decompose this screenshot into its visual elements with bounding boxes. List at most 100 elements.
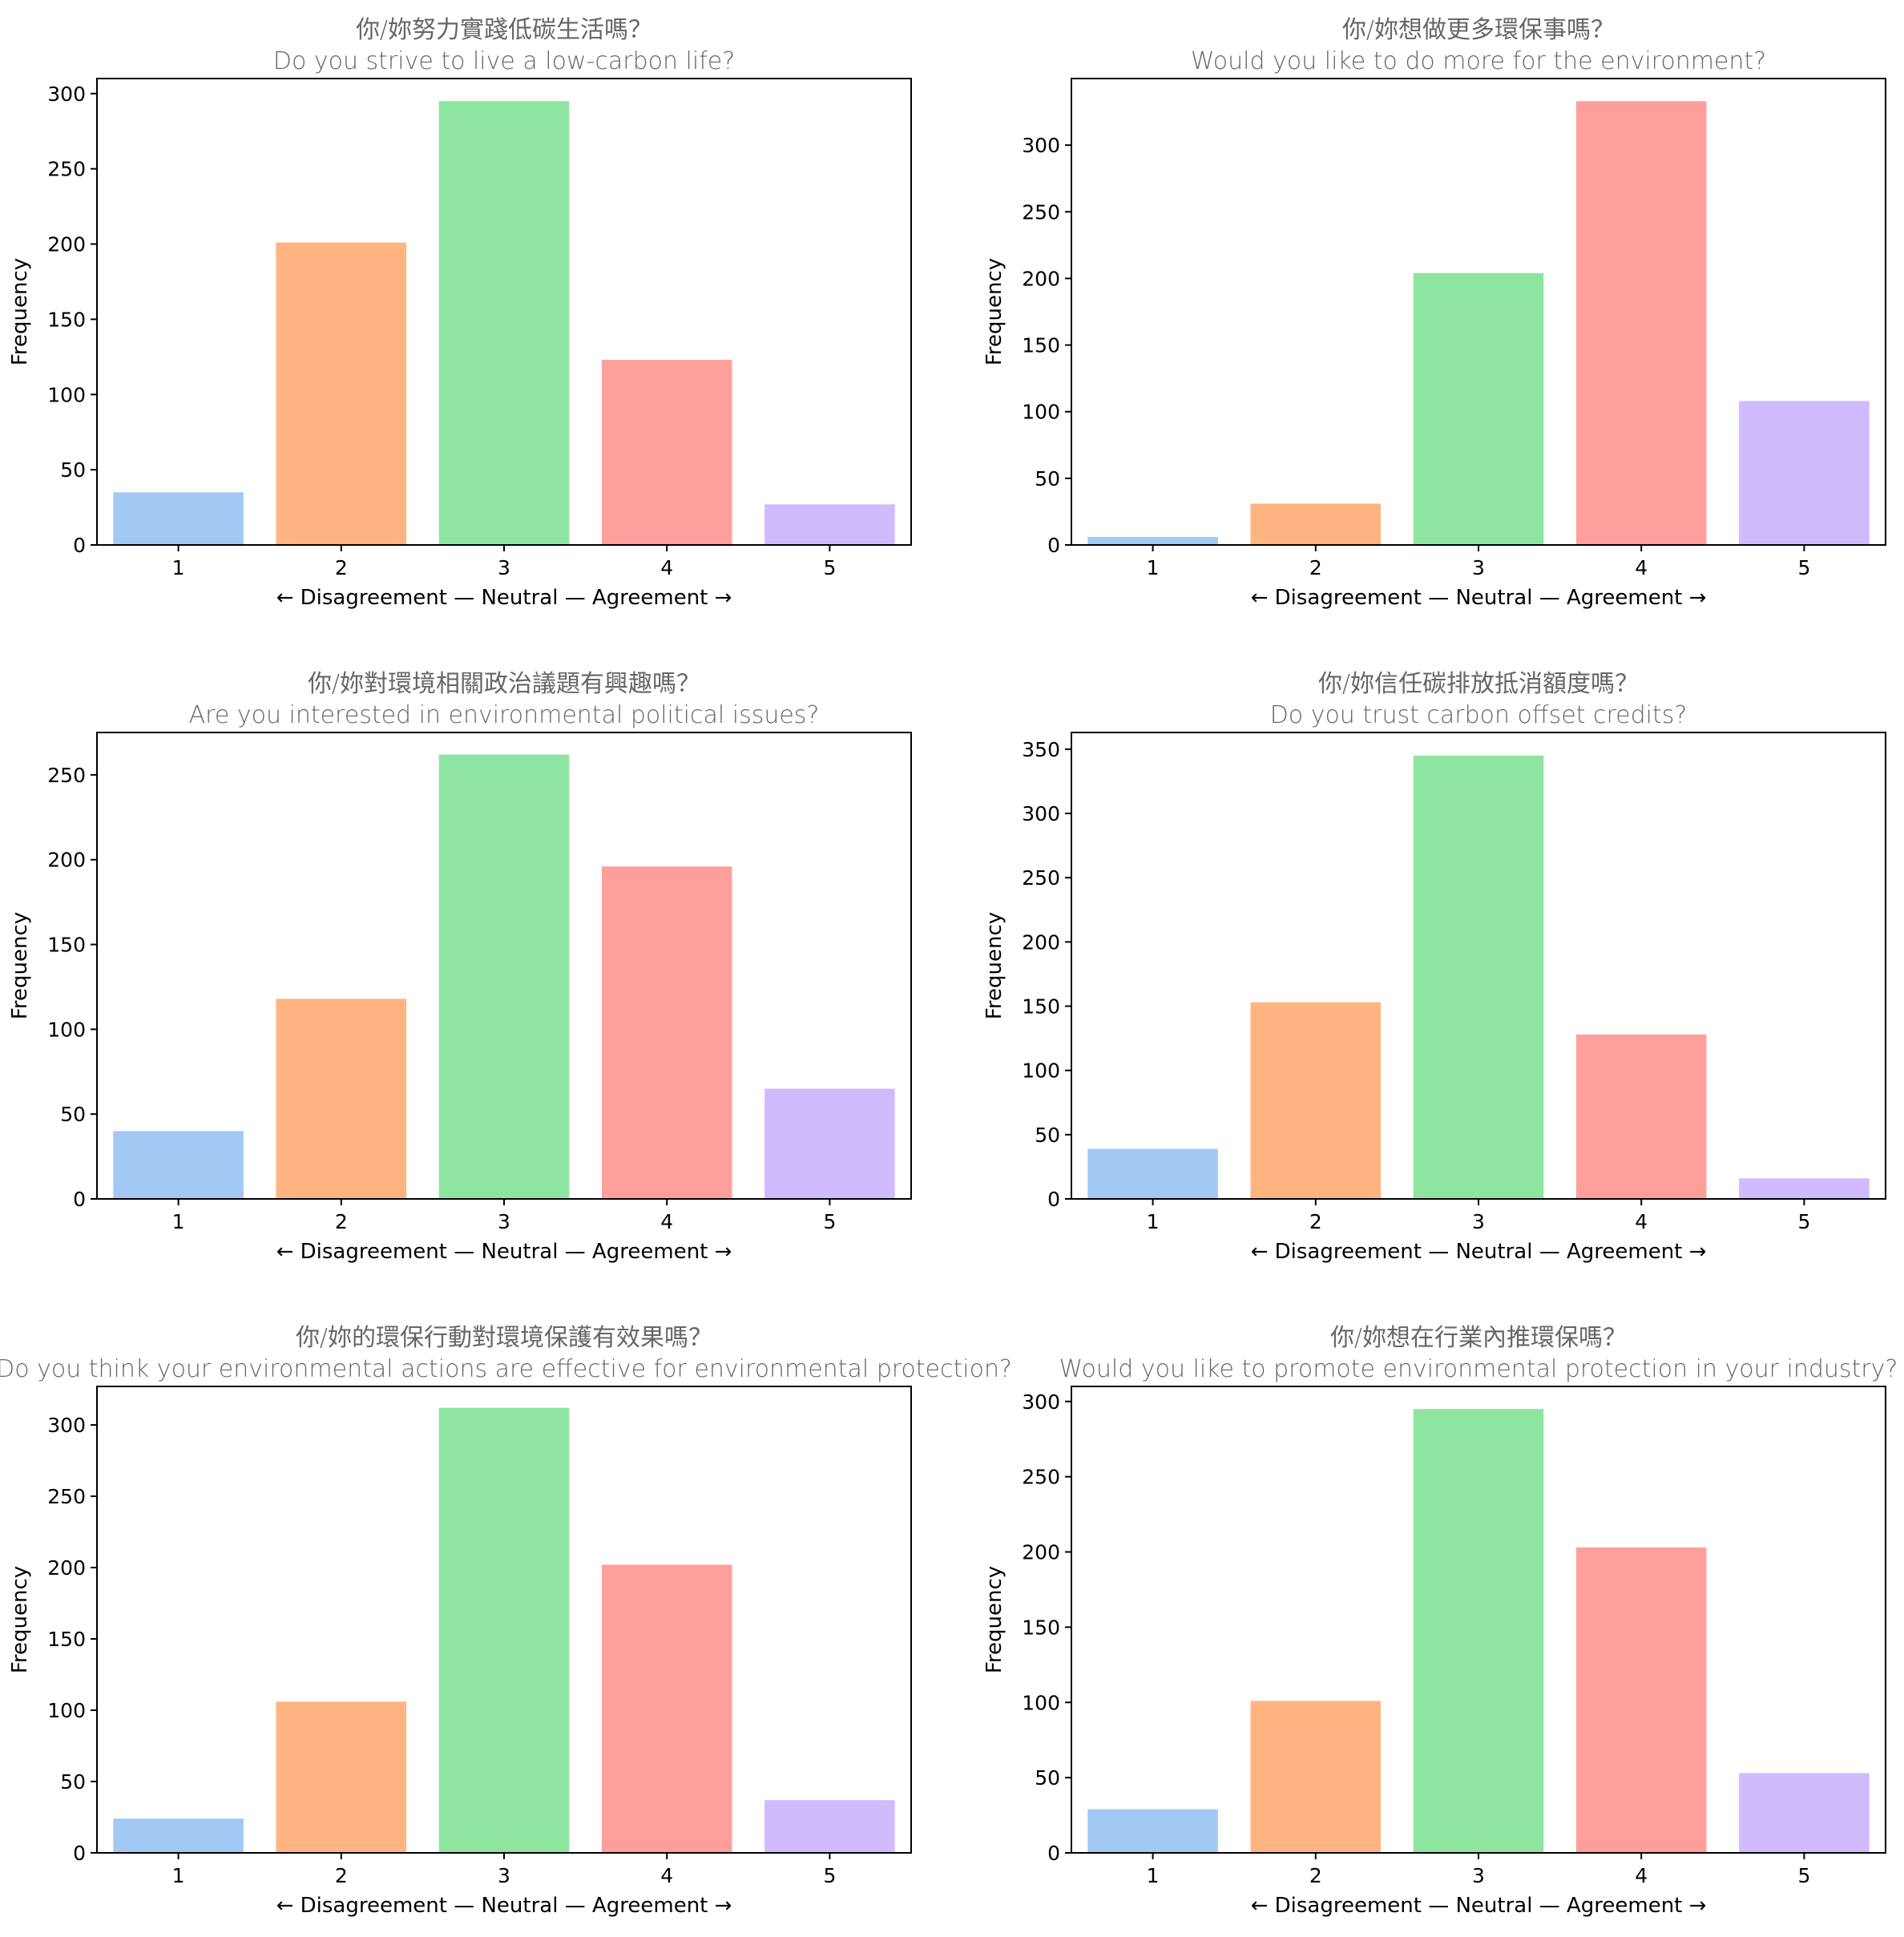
bar-2	[1250, 1701, 1382, 1853]
y-tick-label: 0	[1047, 534, 1060, 557]
bar-2	[1250, 1002, 1382, 1199]
y-tick-label: 350	[1022, 738, 1060, 761]
x-tick-label: 3	[498, 1864, 510, 1887]
y-tick-label: 150	[47, 308, 86, 331]
y-tick-label: 50	[60, 458, 86, 482]
x-tick-label: 5	[1797, 1210, 1810, 1233]
chart-subtitle: Do you trust carbon offset credits?	[1270, 701, 1688, 729]
bar-2	[276, 242, 407, 545]
x-tick-label: 4	[660, 1864, 673, 1887]
y-tick-label: 250	[47, 1485, 86, 1508]
y-tick-label: 100	[1022, 401, 1060, 424]
y-tick-label: 100	[1022, 1691, 1060, 1714]
bar-3	[1413, 1409, 1544, 1853]
y-tick-label: 0	[1047, 1188, 1060, 1211]
bar-4	[601, 1564, 732, 1853]
chart-panel-4: 你/妳信任碳排放抵消額度嗎？ Do you trust carbon offset…	[982, 670, 1886, 1264]
bar-3	[1413, 272, 1544, 545]
y-tick-label: 300	[1022, 134, 1060, 157]
y-tick-label: 300	[1022, 802, 1060, 825]
y-axis-label: Frequency	[8, 912, 32, 1019]
y-tick-label: 150	[1022, 334, 1060, 357]
bar-5	[764, 1800, 895, 1853]
bar-3	[438, 1407, 570, 1853]
chart-panel-2: 你/妳想做更多環保事嗎？ Would you like to do more fo…	[982, 16, 1886, 610]
y-tick-label: 0	[73, 534, 86, 557]
y-tick-label: 250	[1022, 200, 1060, 224]
bar-2	[276, 1701, 407, 1853]
x-axis-label: ← Disagreement — Neutral — Agreement →	[276, 586, 732, 610]
chart-panel-3: 你/妳對環境相關政治議題有興趣嗎？ Are you interested in e…	[8, 670, 912, 1264]
x-tick-label: 1	[1147, 1864, 1160, 1887]
y-tick-label: 0	[73, 1188, 86, 1211]
bar-4	[601, 360, 732, 545]
chart-panel-1: 你/妳努力實踐低碳生活嗎？ Do you strive to live a low…	[8, 16, 912, 610]
bar-1	[113, 1131, 244, 1199]
x-tick-label: 3	[1472, 1210, 1485, 1233]
x-axis-label: ← Disagreement — Neutral — Agreement →	[1251, 1240, 1707, 1264]
x-tick-label: 4	[1635, 556, 1648, 579]
bar-1	[1087, 1809, 1218, 1853]
chart-title: 你/妳對環境相關政治議題有興趣嗎？	[308, 670, 700, 698]
y-tick-label: 200	[1022, 1541, 1060, 1564]
y-axis-label: Frequency	[8, 258, 32, 365]
x-axis-label: ← Disagreement — Neutral — Agreement →	[276, 1894, 732, 1918]
x-tick-label: 1	[1147, 1210, 1160, 1233]
y-tick-label: 200	[47, 233, 86, 256]
bar-1	[1087, 537, 1218, 545]
x-tick-label: 1	[172, 556, 185, 579]
x-tick-label: 4	[660, 1210, 673, 1233]
x-tick-label: 5	[1797, 1864, 1810, 1887]
y-tick-label: 50	[60, 1103, 86, 1126]
bar-3	[438, 101, 570, 545]
bar-4	[1575, 1034, 1707, 1199]
y-axis-label: Frequency	[982, 912, 1006, 1019]
y-tick-label: 300	[47, 1414, 86, 1437]
x-axis-label: ← Disagreement — Neutral — Agreement →	[1251, 1894, 1707, 1918]
chart-panel-6: 你/妳想在行業內推環保嗎？ Would you like to promote e…	[982, 1324, 1898, 1918]
x-tick-label: 2	[1309, 1864, 1322, 1887]
chart-subtitle: Do you think your environmental actions …	[0, 1355, 1012, 1383]
y-tick-label: 250	[47, 764, 86, 787]
y-tick-label: 200	[1022, 930, 1060, 954]
y-tick-label: 50	[60, 1770, 86, 1794]
x-tick-label: 3	[498, 1210, 510, 1233]
y-tick-label: 300	[1022, 1390, 1060, 1414]
bar-1	[1087, 1148, 1218, 1199]
x-tick-label: 2	[1309, 1210, 1322, 1233]
x-tick-label: 5	[823, 1864, 836, 1887]
bar-1	[113, 1818, 244, 1853]
y-axis-label: Frequency	[982, 1566, 1006, 1673]
x-axis-label: ← Disagreement — Neutral — Agreement →	[1251, 586, 1707, 610]
bar-3	[1413, 755, 1544, 1199]
y-tick-label: 50	[1035, 467, 1060, 490]
chart-title: 你/妳信任碳排放抵消額度嗎？	[1318, 670, 1639, 698]
x-tick-label: 5	[1797, 556, 1810, 579]
bar-2	[276, 999, 407, 1199]
x-tick-label: 2	[335, 556, 348, 579]
bar-5	[764, 504, 895, 545]
chart-panel-5: 你/妳的環保行動對環境保護有效果嗎？ Do you think your envi…	[0, 1324, 1012, 1918]
y-tick-label: 150	[1022, 1616, 1060, 1639]
y-tick-label: 0	[73, 1842, 86, 1865]
x-tick-label: 5	[823, 1210, 836, 1233]
y-tick-label: 200	[1022, 267, 1060, 290]
x-tick-label: 1	[1147, 556, 1160, 579]
x-tick-label: 2	[1309, 556, 1322, 579]
x-tick-label: 4	[660, 556, 673, 579]
bar-1	[113, 492, 244, 545]
y-tick-label: 250	[47, 158, 86, 181]
y-tick-label: 100	[47, 383, 86, 406]
bar-4	[1575, 101, 1707, 545]
bar-5	[764, 1088, 895, 1199]
chart-title: 你/妳努力實踐低碳生活嗎？	[356, 16, 652, 44]
x-tick-label: 2	[335, 1210, 348, 1233]
x-axis-label: ← Disagreement — Neutral — Agreement →	[276, 1240, 732, 1264]
chart-title: 你/妳的環保行動對環境保護有效果嗎？	[296, 1324, 712, 1352]
y-tick-label: 50	[1035, 1124, 1060, 1147]
y-tick-label: 300	[47, 83, 86, 106]
bar-3	[438, 754, 570, 1199]
x-tick-label: 2	[335, 1864, 348, 1887]
y-tick-label: 100	[47, 1018, 86, 1041]
